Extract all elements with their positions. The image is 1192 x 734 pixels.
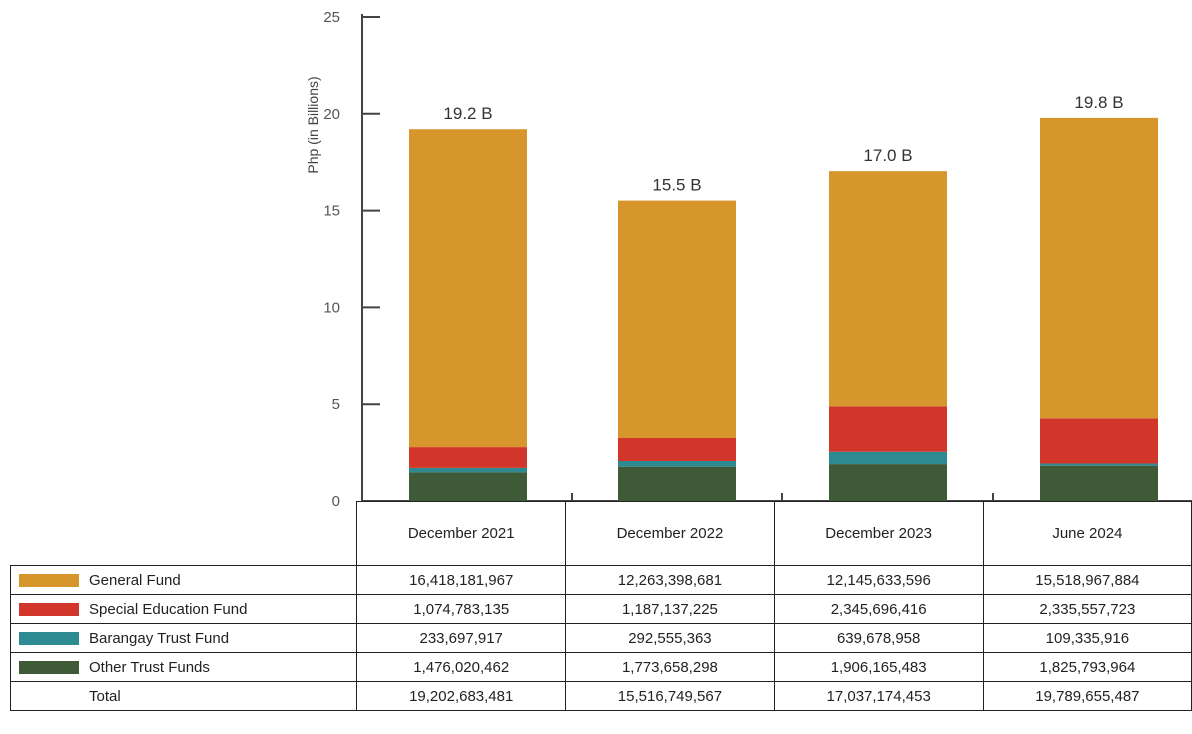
- column-header: December 2023: [773, 501, 984, 566]
- y-tick-label: 20: [323, 106, 340, 123]
- bar-total-label: 17.0 B: [863, 146, 912, 165]
- table-cell: 1,773,658,298: [565, 652, 775, 682]
- column-header: December 2021: [356, 501, 567, 566]
- total-label: Total: [89, 687, 121, 705]
- table-cell: 12,145,633,596: [773, 565, 984, 595]
- bar-segment-barangay-trust-fund: [409, 467, 527, 473]
- bar-total-label: 19.8 B: [1074, 93, 1123, 112]
- table-cell: 1,074,783,135: [356, 594, 567, 624]
- legend-label: Other Trust Funds: [89, 658, 210, 676]
- bars: [409, 117, 1158, 501]
- table-cell: 2,345,696,416: [773, 594, 984, 624]
- table-cell: 2,335,557,723: [982, 594, 1192, 624]
- bar-segment-barangay-trust-fund: [618, 460, 736, 467]
- table-cell: 639,678,958: [773, 623, 984, 653]
- bar-segment-special-education-fund: [829, 406, 947, 452]
- table-cell: 1,906,165,483: [773, 652, 984, 682]
- table-cell: 109,335,916: [982, 623, 1192, 653]
- bar-total-labels: 19.2 B 15.5 B 17.0 B 19.8 B: [443, 93, 1123, 195]
- table-cell-total: 19,202,683,481: [356, 681, 567, 711]
- table-cell: 1,476,020,462: [356, 652, 567, 682]
- table-cell: 15,518,967,884: [982, 565, 1192, 595]
- legend-swatch-other-trust-funds: [19, 661, 79, 675]
- y-tick-label: 25: [323, 9, 340, 26]
- table-row-special-education-fund: Special Education Fund 1,074,783,135 1,1…: [9, 594, 1192, 624]
- table-cell: 16,418,181,967: [356, 565, 567, 595]
- legend-swatch-spacer: [19, 690, 79, 703]
- row-label: Special Education Fund: [9, 594, 358, 624]
- table-cell: 1,825,793,964: [982, 652, 1192, 682]
- table-row-barangay-trust-fund: Barangay Trust Fund 233,697,917 292,555,…: [9, 623, 1192, 653]
- row-label: Other Trust Funds: [9, 652, 358, 682]
- bar-segment-barangay-trust-fund: [829, 451, 947, 465]
- table-corner: [10, 501, 358, 566]
- legend-swatch-special-education-fund: [19, 603, 79, 617]
- bar-segment-other-trust-funds: [618, 466, 736, 501]
- row-label: Total: [9, 681, 358, 711]
- column-header: June 2024: [982, 501, 1192, 566]
- table-cell: 1,187,137,225: [565, 594, 775, 624]
- row-label: Barangay Trust Fund: [9, 623, 358, 653]
- table-cell-total: 19,789,655,487: [982, 681, 1192, 711]
- table-cell-total: 17,037,174,453: [773, 681, 984, 711]
- bar-segment-other-trust-funds: [409, 472, 527, 501]
- y-tick-label: 15: [323, 203, 340, 220]
- bar-segment-special-education-fund: [618, 438, 736, 461]
- bar-segment-special-education-fund: [1040, 418, 1158, 464]
- bar-segment-barangay-trust-fund: [1040, 463, 1158, 466]
- table-row-other-trust-funds: Other Trust Funds 1,476,020,462 1,773,65…: [9, 652, 1192, 682]
- bar-segment-other-trust-funds: [829, 464, 947, 501]
- bar-segment-general-fund: [409, 129, 527, 448]
- y-tick-label: 10: [323, 299, 340, 316]
- bar-total-label: 15.5 B: [652, 176, 701, 195]
- row-label: General Fund: [9, 565, 358, 595]
- data-table: December 2021 December 2022 December 202…: [9, 501, 1192, 711]
- legend-label: General Fund: [89, 571, 181, 589]
- y-axis-label: Php (in Billions): [305, 76, 321, 173]
- bar-total-label: 19.2 B: [443, 104, 492, 123]
- table-header-row: December 2021 December 2022 December 202…: [10, 501, 1192, 566]
- legend-label: Special Education Fund: [89, 600, 248, 618]
- table-row-general-fund: General Fund 16,418,181,967 12,263,398,6…: [9, 565, 1192, 595]
- bar-segment-general-fund: [1040, 117, 1158, 419]
- bar-segment-special-education-fund: [409, 447, 527, 468]
- bar-segment-general-fund: [618, 200, 736, 439]
- legend-swatch-barangay-trust-fund: [19, 632, 79, 646]
- bar-segment-other-trust-funds: [1040, 465, 1158, 501]
- bar-segment-general-fund: [829, 171, 947, 407]
- legend-label: Barangay Trust Fund: [89, 629, 230, 647]
- table-cell: 292,555,363: [565, 623, 775, 653]
- y-tick-label: 5: [332, 396, 340, 413]
- table-cell: 233,697,917: [356, 623, 567, 653]
- column-header: December 2022: [565, 501, 775, 566]
- table-cell: 12,263,398,681: [565, 565, 775, 595]
- legend-swatch-general-fund: [19, 574, 79, 588]
- table-row-total: Total 19,202,683,481 15,516,749,567 17,0…: [9, 681, 1192, 711]
- table-cell-total: 15,516,749,567: [565, 681, 775, 711]
